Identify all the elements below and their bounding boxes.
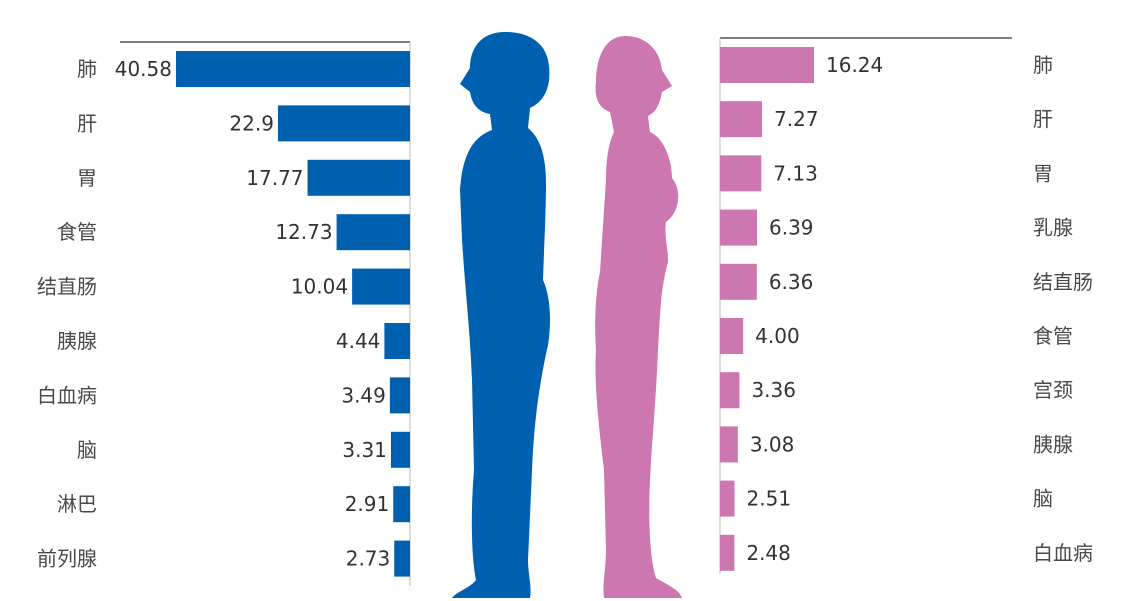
female-bar-value-label: 6.39 — [769, 216, 814, 240]
female-category-label: 肝 — [1033, 107, 1053, 131]
female-bar-value-label: 6.36 — [769, 270, 814, 294]
female-bar-value-label: 7.13 — [773, 161, 818, 185]
male-category-label: 淋巴 — [57, 492, 97, 516]
female-category-label: 胰腺 — [1033, 432, 1073, 456]
male-category-label: 食管 — [57, 220, 97, 244]
female-bar-value-label: 16.24 — [826, 53, 883, 77]
female-category-label: 胃 — [1033, 161, 1053, 185]
male-bar — [390, 431, 410, 468]
female-category-label: 乳腺 — [1033, 216, 1073, 240]
male-silhouette-icon — [452, 32, 551, 598]
female-bar-value-label: 7.27 — [774, 107, 819, 131]
male-bar-value-label: 40.58 — [115, 57, 172, 81]
male-category-label: 白血病 — [37, 383, 97, 407]
male-category-label: 胃 — [77, 166, 97, 190]
male-bar-value-label: 10.04 — [291, 275, 348, 299]
female-category-label: 结直肠 — [1033, 270, 1093, 294]
male-bar — [352, 268, 410, 305]
female-bar — [720, 480, 735, 517]
female-bar-value-label: 3.36 — [751, 378, 796, 402]
female-bar-chart: 16.24 肺 7.27 肝 7.13 胃 6.39 乳腺 6.36 结直肠 4.00 食管 3.36 宫… — [719, 37, 1093, 574]
female-bar-value-label: 3.08 — [750, 432, 795, 456]
male-bar-value-label: 12.73 — [275, 220, 332, 244]
male-bar — [384, 323, 410, 359]
female-category-label: 宫颈 — [1033, 378, 1073, 402]
female-bar — [720, 47, 814, 83]
female-category-label: 肺 — [1033, 53, 1053, 77]
male-bar — [176, 51, 410, 87]
male-bar — [336, 214, 410, 251]
male-bar — [389, 377, 410, 414]
male-category-label: 前列腺 — [37, 547, 97, 571]
male-bar-value-label: 4.44 — [336, 329, 381, 353]
male-bar-value-label: 2.73 — [346, 547, 391, 571]
male-bar — [277, 105, 410, 142]
female-bar — [720, 263, 757, 300]
female-silhouette-icon — [595, 36, 682, 598]
female-bar — [720, 318, 744, 354]
female-category-label: 白血病 — [1033, 541, 1093, 565]
female-bar-value-label: 2.48 — [746, 541, 791, 565]
female-bar-value-label: 4.00 — [755, 324, 800, 348]
female-bar — [720, 534, 735, 571]
male-bar — [307, 159, 410, 196]
male-category-label: 脑 — [77, 438, 97, 462]
female-bar — [720, 426, 738, 463]
male-bar-value-label: 3.49 — [341, 383, 386, 407]
male-bar-chart: 40.58 肺 22.9 肝 17.77 胃 12.73 食管 10.04 结直肠 4.44 胰腺 3.… — [37, 41, 411, 586]
male-bar-value-label: 22.9 — [229, 111, 274, 135]
female-category-label: 食管 — [1033, 324, 1073, 348]
female-bar — [720, 372, 740, 409]
male-bar — [394, 540, 410, 577]
male-category-label: 胰腺 — [57, 329, 97, 353]
male-category-label: 肺 — [77, 57, 97, 81]
female-category-label: 脑 — [1033, 487, 1053, 511]
female-bar-value-label: 2.51 — [747, 487, 792, 511]
male-bar — [393, 486, 410, 523]
male-bar-value-label: 2.91 — [345, 492, 390, 516]
male-bar-value-label: 17.77 — [246, 166, 303, 190]
female-bar — [720, 101, 763, 138]
male-category-label: 结直肠 — [37, 275, 97, 299]
male-category-label: 肝 — [77, 111, 97, 135]
female-bar — [720, 209, 757, 246]
male-bar-value-label: 3.31 — [342, 438, 387, 462]
female-bar — [720, 155, 762, 192]
